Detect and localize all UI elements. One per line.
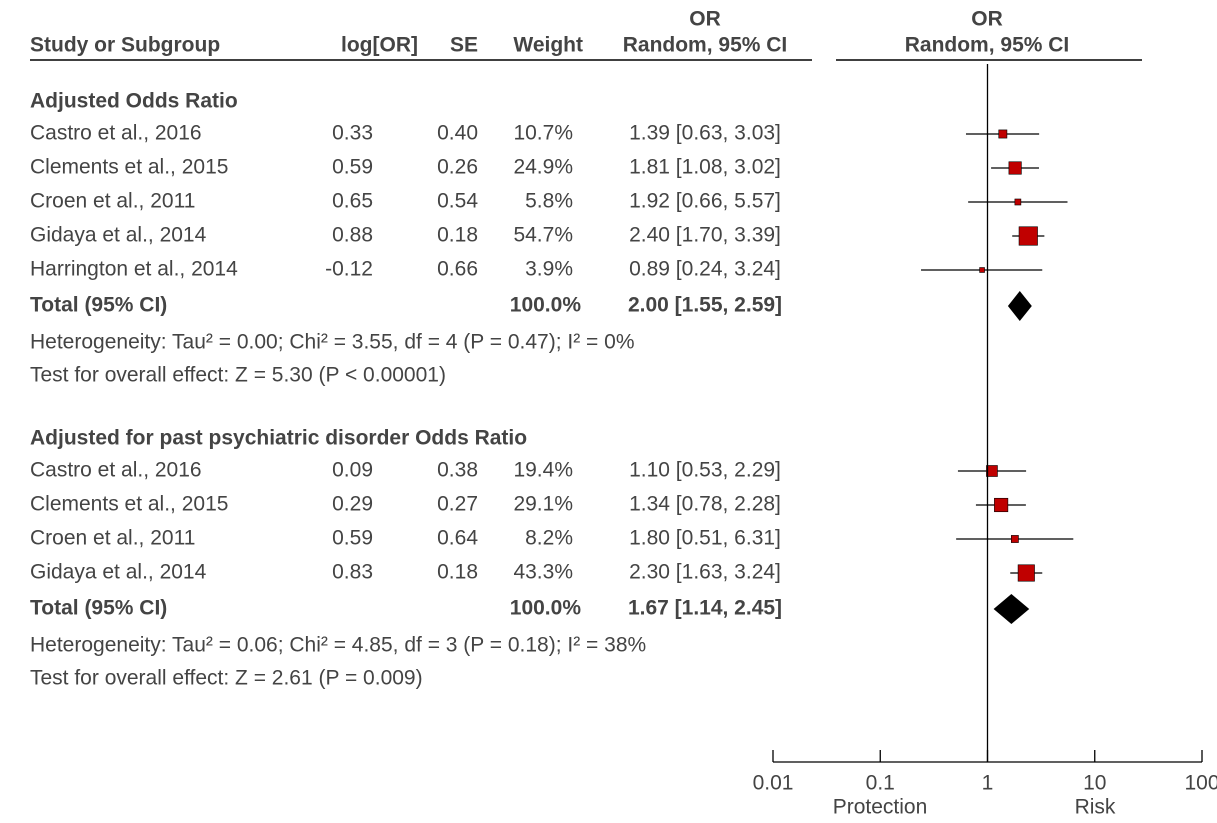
header-method: Random, 95% CI	[623, 34, 788, 57]
header-effect: OR	[689, 8, 721, 31]
total-name: Total (95% CI)	[30, 597, 167, 620]
weight: 24.9%	[513, 156, 573, 179]
weight: 8.2%	[525, 527, 573, 550]
group-title: Adjusted for past psychiatric disorder O…	[30, 427, 527, 450]
header-log-or: log[OR]	[341, 34, 418, 57]
weight: 10.7%	[513, 122, 573, 145]
log-or: 0.88	[332, 224, 373, 247]
se: 0.27	[437, 493, 478, 516]
study-name: Clements et al., 2015	[30, 493, 228, 516]
study-name: Gidaya et al., 2014	[30, 224, 207, 247]
study-name: Clements et al., 2015	[30, 156, 228, 179]
plot-header-method: Random, 95% CI	[905, 34, 1070, 57]
log-or: 0.59	[332, 156, 373, 179]
weight: 5.8%	[525, 190, 573, 213]
se: 0.40	[437, 122, 478, 145]
ci-label: 1.80 [0.51, 6.31]	[629, 527, 781, 550]
x-tick-label: 1	[982, 772, 994, 795]
study-square	[994, 497, 1009, 513]
pooled-diamond	[1007, 291, 1032, 321]
se: 0.38	[437, 459, 478, 482]
ci-label: 1.10 [0.53, 2.29]	[629, 459, 781, 482]
ci-label: 1.34 [0.78, 2.28]	[629, 493, 781, 516]
study-square	[998, 129, 1008, 139]
se: 0.66	[437, 258, 478, 281]
study-square	[979, 267, 985, 273]
study-square	[1017, 564, 1035, 582]
study-square	[1014, 198, 1022, 206]
header-weight: Weight	[513, 34, 583, 57]
x-tick-label: 0.01	[753, 772, 794, 795]
x-label-right: Risk	[1075, 796, 1116, 819]
weight: 43.3%	[513, 561, 573, 584]
log-or: 0.59	[332, 527, 373, 550]
overall-effect: Test for overall effect: Z = 5.30 (P < 0…	[30, 364, 446, 387]
se: 0.18	[437, 561, 478, 584]
log-or: -0.12	[325, 258, 373, 281]
ci-label: 2.30 [1.63, 3.24]	[629, 561, 781, 584]
study-name: Castro et al., 2016	[30, 459, 202, 482]
study-name: Harrington et al., 2014	[30, 258, 238, 281]
header-se: SE	[450, 34, 478, 57]
weight: 3.9%	[525, 258, 573, 281]
x-tick-label: 100	[1184, 772, 1217, 795]
overall-effect: Test for overall effect: Z = 2.61 (P = 0…	[30, 667, 423, 690]
heterogeneity: Heterogeneity: Tau² = 0.06; Chi² = 4.85,…	[30, 634, 646, 657]
total-ci-label: 1.67 [1.14, 2.45]	[628, 597, 782, 620]
study-name: Croen et al., 2011	[30, 527, 195, 550]
weight: 19.4%	[513, 459, 573, 482]
log-or: 0.65	[332, 190, 373, 213]
ci-label: 0.89 [0.24, 3.24]	[629, 258, 781, 281]
log-or: 0.09	[332, 459, 373, 482]
total-weight: 100.0%	[510, 294, 582, 317]
total-name: Total (95% CI)	[30, 294, 167, 317]
se: 0.26	[437, 156, 478, 179]
study-square	[1010, 535, 1019, 543]
ci-label: 1.39 [0.63, 3.03]	[629, 122, 781, 145]
log-or: 0.33	[332, 122, 373, 145]
x-label-left: Protection	[833, 796, 928, 819]
group-title: Adjusted Odds Ratio	[30, 90, 238, 113]
plot-header-effect: OR	[971, 8, 1003, 31]
se: 0.64	[437, 527, 478, 550]
pooled-diamond	[993, 594, 1030, 624]
total-weight: 100.0%	[510, 597, 582, 620]
study-square	[1008, 161, 1022, 175]
header-study: Study or Subgroup	[30, 34, 220, 57]
total-ci-label: 2.00 [1.55, 2.59]	[628, 294, 782, 317]
study-name: Croen et al., 2011	[30, 190, 195, 213]
x-tick-label: 10	[1083, 772, 1106, 795]
weight: 29.1%	[513, 493, 573, 516]
ci-label: 1.92 [0.66, 5.57]	[629, 190, 781, 213]
se: 0.18	[437, 224, 478, 247]
ci-label: 1.81 [1.08, 3.02]	[629, 156, 781, 179]
study-square	[986, 465, 998, 477]
ci-label: 2.40 [1.70, 3.39]	[629, 224, 781, 247]
study-square	[1018, 226, 1038, 246]
study-name: Castro et al., 2016	[30, 122, 202, 145]
study-name: Gidaya et al., 2014	[30, 561, 207, 584]
log-or: 0.83	[332, 561, 373, 584]
log-or: 0.29	[332, 493, 373, 516]
heterogeneity: Heterogeneity: Tau² = 0.00; Chi² = 3.55,…	[30, 331, 635, 354]
se: 0.54	[437, 190, 478, 213]
weight: 54.7%	[513, 224, 573, 247]
x-tick-label: 0.1	[866, 772, 895, 795]
